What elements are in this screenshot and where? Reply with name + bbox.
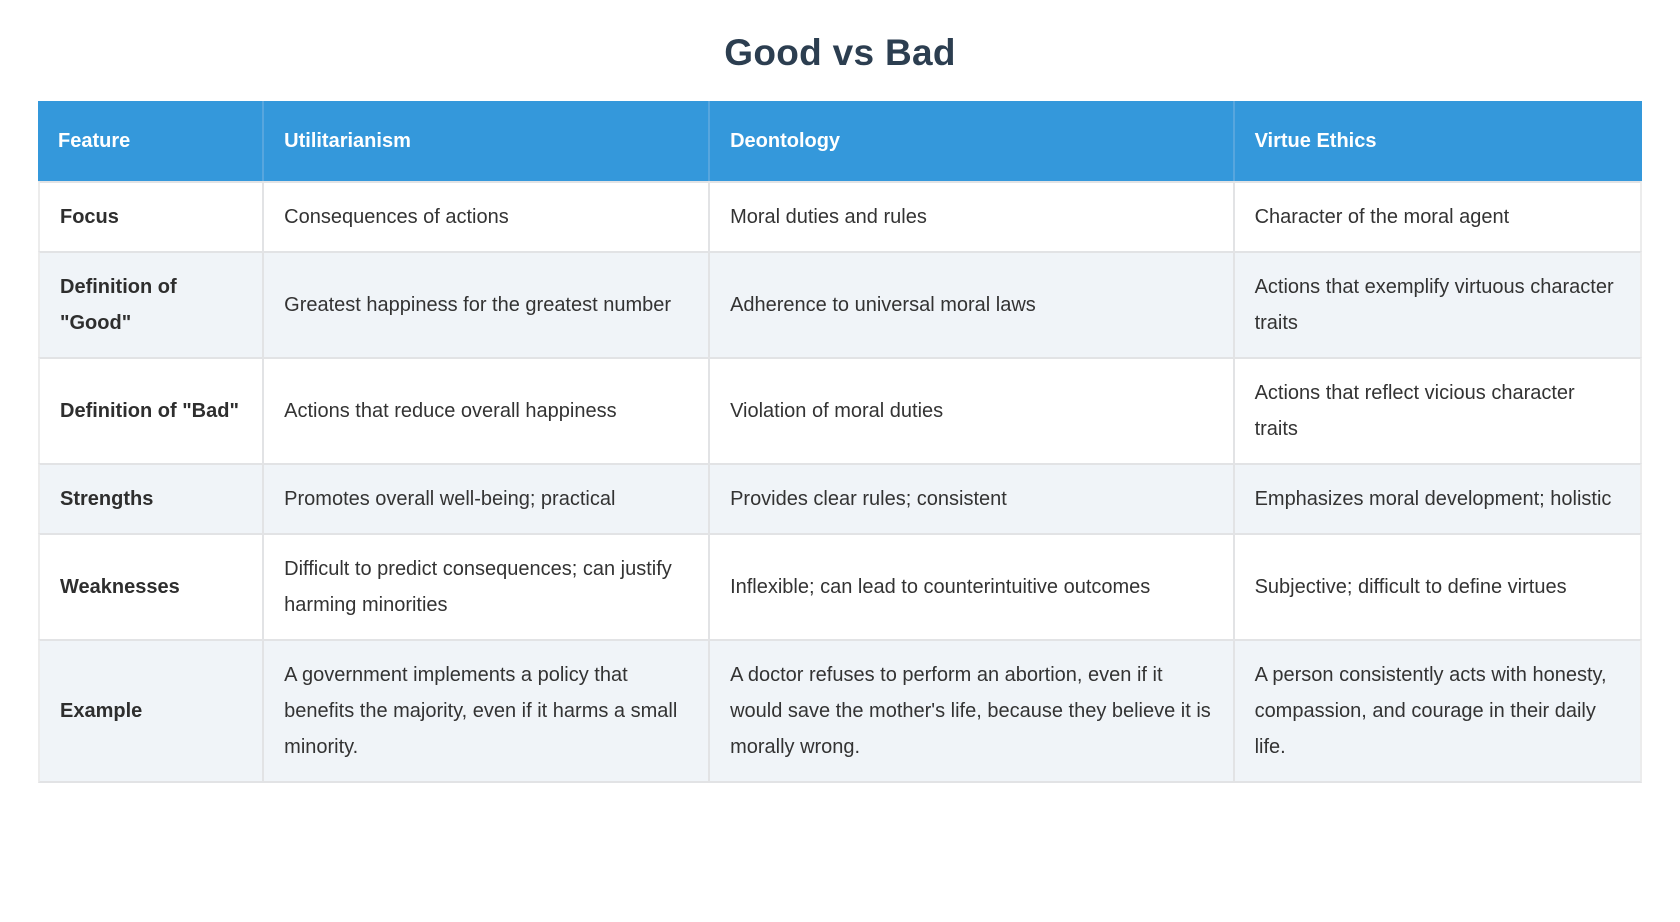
row-label-weaknesses: Weaknesses: [38, 533, 265, 639]
cell-weaknesses-utilitarianism: Difficult to predict consequences; can j…: [264, 533, 711, 639]
table-row-example: Example A government implements a policy…: [38, 639, 1642, 783]
row-label-strengths: Strengths: [38, 463, 265, 533]
cell-definition-good-virtue-ethics: Actions that exemplify virtuous characte…: [1234, 251, 1642, 357]
cell-example-virtue-ethics: A person consistently acts with honesty,…: [1234, 639, 1642, 783]
cell-example-utilitarianism: A government implements a policy that be…: [264, 639, 711, 783]
cell-weaknesses-deontology: Inflexible; can lead to counterintuitive…: [710, 533, 1235, 639]
cell-definition-good-deontology: Adherence to universal moral laws: [710, 251, 1235, 357]
cell-definition-good-utilitarianism: Greatest happiness for the greatest numb…: [264, 251, 711, 357]
row-label-definition-bad: Definition of "Bad": [38, 357, 265, 463]
row-label-definition-good: Definition of "Good": [38, 251, 265, 357]
table-row-definition-bad: Definition of "Bad" Actions that reduce …: [38, 357, 1642, 463]
cell-strengths-virtue-ethics: Emphasizes moral development; holistic: [1234, 463, 1642, 533]
cell-definition-bad-deontology: Violation of moral duties: [710, 357, 1235, 463]
cell-strengths-utilitarianism: Promotes overall well-being; practical: [264, 463, 711, 533]
cell-definition-bad-virtue-ethics: Actions that reflect vicious character t…: [1234, 357, 1642, 463]
table-row-definition-good: Definition of "Good" Greatest happiness …: [38, 251, 1642, 357]
page-title: Good vs Bad: [724, 32, 956, 73]
table-row-weaknesses: Weaknesses Difficult to predict conseque…: [38, 533, 1642, 639]
table-row-focus: Focus Consequences of actions Moral duti…: [38, 181, 1642, 251]
row-label-example: Example: [38, 639, 265, 783]
column-header-feature: Feature: [38, 101, 265, 181]
cell-weaknesses-virtue-ethics: Subjective; difficult to define virtues: [1234, 533, 1642, 639]
column-header-virtue-ethics: Virtue Ethics: [1234, 101, 1642, 181]
table-row-strengths: Strengths Promotes overall well-being; p…: [38, 463, 1642, 533]
column-header-utilitarianism: Utilitarianism: [264, 101, 711, 181]
header-row: Feature Utilitarianism Deontology Virtue…: [38, 101, 1642, 181]
cell-definition-bad-utilitarianism: Actions that reduce overall happiness: [264, 357, 711, 463]
cell-focus-deontology: Moral duties and rules: [710, 181, 1235, 251]
cell-example-deontology: A doctor refuses to perform an abortion,…: [710, 639, 1235, 783]
comparison-table: Feature Utilitarianism Deontology Virtue…: [38, 101, 1642, 783]
cell-focus-virtue-ethics: Character of the moral agent: [1234, 181, 1642, 251]
cell-focus-utilitarianism: Consequences of actions: [264, 181, 711, 251]
cell-strengths-deontology: Provides clear rules; consistent: [710, 463, 1235, 533]
row-label-focus: Focus: [38, 181, 265, 251]
column-header-deontology: Deontology: [710, 101, 1235, 181]
